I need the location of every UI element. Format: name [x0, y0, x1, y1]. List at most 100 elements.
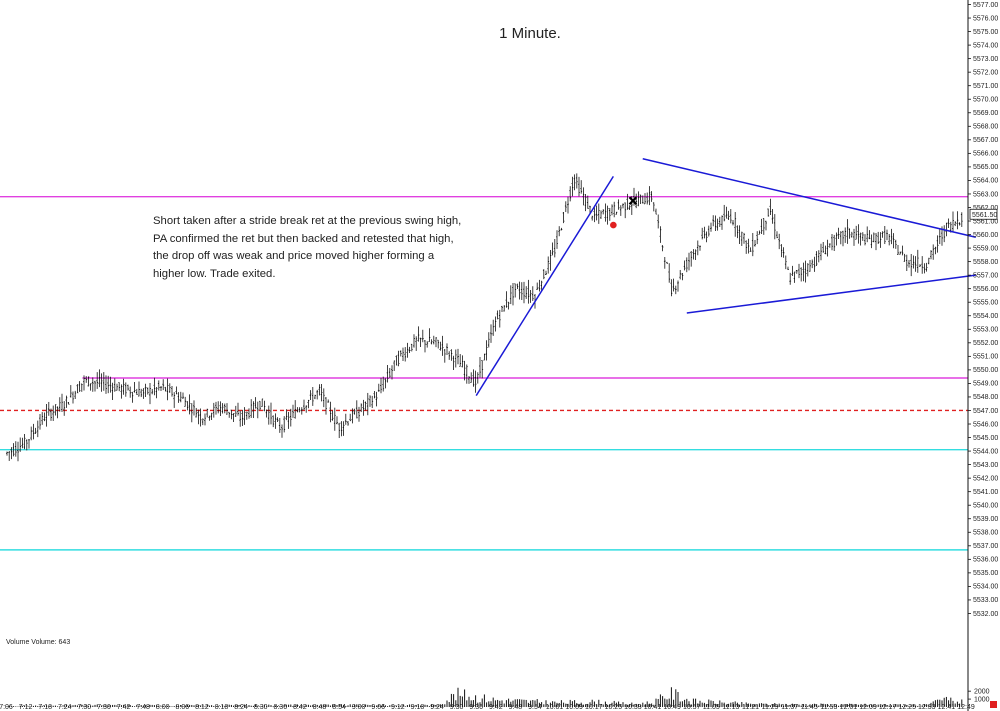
y-tick-label: 5571.00	[973, 83, 998, 90]
x-tick-label: 9:48	[509, 704, 523, 711]
y-tick-label: 5561.00	[973, 218, 998, 225]
x-tick-label: 12:09	[859, 704, 877, 711]
y-tick-label: 5563.00	[973, 191, 998, 198]
y-tick-label: 5534.00	[973, 584, 998, 591]
y-tick-label: 5549.00	[973, 381, 998, 388]
y-tick-label: 5536.00	[973, 557, 998, 564]
trend-line	[475, 175, 614, 396]
x-tick-label: 11:13	[722, 704, 739, 711]
x-tick-label: 7:12	[19, 704, 33, 711]
x-tick-label: 8:18	[215, 704, 229, 711]
x-tick-label: 8:12	[195, 704, 209, 711]
y-tick-label: 5567.00	[973, 137, 998, 144]
x-tick-label: 8:36	[273, 704, 287, 711]
x-tick-label: 8:48	[313, 704, 327, 711]
y-tick-label: 5538.00	[973, 530, 998, 537]
x-tick-label: 11:37	[781, 704, 798, 711]
x-tick-label: 7:06	[0, 704, 13, 711]
x-tick-label: 9:36	[469, 704, 483, 711]
exit-x-stroke	[628, 196, 638, 206]
x-tick-label: 7:36	[97, 704, 111, 711]
y-tick-label: 5562.00	[973, 205, 998, 212]
y-tick-label: 5543.00	[973, 462, 998, 469]
x-tick-label: 10:57	[683, 704, 701, 711]
x-tick-label: 11:53	[820, 704, 837, 711]
current-price-tag	[969, 208, 998, 220]
chart-title: 1 Minute.	[499, 25, 561, 42]
x-tick-label: 12:41	[938, 704, 956, 711]
x-tick-label: 10:41	[644, 704, 662, 711]
volume-label: Volume Volume: 643	[6, 639, 70, 646]
y-tick-label: 5570.00	[973, 97, 998, 104]
y-tick-label: 5558.00	[973, 259, 998, 266]
y-tick-label: 5537.00	[973, 543, 998, 550]
y-tick-label: 5556.00	[973, 286, 998, 293]
y-tick-label: 5539.00	[973, 516, 998, 523]
y-tick-label: 5576.00	[973, 15, 998, 22]
volume-tick-label: 2000	[974, 688, 990, 695]
y-tick-label: 5551.00	[973, 354, 998, 361]
x-tick-label: 11:05	[703, 704, 720, 711]
x-tick-label: 12:49	[957, 704, 975, 711]
current-price-label: 5561.50	[972, 212, 997, 219]
price-axis: 5532.00 5533.00 5534.00 5535.00 5536.00 5537.…	[967, 0, 998, 711]
x-tick-label: 9:42	[489, 704, 503, 711]
y-tick-label: 5542.00	[973, 475, 998, 482]
y-tick-label: 5577.00	[973, 2, 998, 9]
x-tick-label: 12:17	[879, 704, 897, 711]
x-tick-label: 7:42	[117, 704, 131, 711]
x-tick-label: 9:54	[528, 704, 542, 711]
x-tick-label: 8:00	[156, 704, 170, 711]
x-tick-label: 8:54	[332, 704, 346, 711]
y-tick-label: 5575.00	[973, 29, 998, 36]
y-tick-label: 5557.00	[973, 272, 998, 279]
y-tick-label: 5564.00	[973, 178, 998, 185]
y-tick-label: 5552.00	[973, 340, 998, 347]
trend-lines	[475, 158, 976, 396]
y-tick-label: 5544.00	[973, 448, 998, 455]
y-tick-label: 5573.00	[973, 56, 998, 63]
trade-markers	[610, 196, 638, 229]
volume-indicator-square	[990, 701, 997, 708]
y-tick-label: 5553.00	[973, 327, 998, 334]
x-tick-label: 9:00	[352, 704, 366, 711]
y-tick-label: 5574.00	[973, 42, 998, 49]
x-tick-label: 7:48	[136, 704, 150, 711]
x-tick-label: 10:01	[546, 704, 564, 711]
y-tick-label: 5541.00	[973, 489, 998, 496]
y-tick-label: 5535.00	[973, 570, 998, 577]
x-tick-label: 10:09	[565, 704, 583, 711]
trend-line	[642, 158, 976, 238]
x-tick-label: 8:06	[176, 704, 190, 711]
x-tick-label: 12:01	[840, 704, 858, 711]
x-tick-label: 11:45	[801, 704, 818, 711]
y-tick-label: 5560.00	[973, 232, 998, 239]
x-tick-label: 10:49	[663, 704, 681, 711]
y-tick-label: 5566.00	[973, 151, 998, 158]
candles	[6, 173, 963, 462]
x-tick-label: 9:18	[411, 704, 425, 711]
y-tick-label: 5565.00	[973, 164, 998, 171]
y-tick-label: 5540.00	[973, 503, 998, 510]
x-tick-label: 10:33	[624, 704, 642, 711]
x-tick-label: 7:30	[78, 704, 92, 711]
x-tick-label: 9:30	[450, 704, 464, 711]
x-tick-label: 12:33	[918, 704, 936, 711]
y-tick-label: 5545.00	[973, 435, 998, 442]
y-tick-label: 5548.00	[973, 394, 998, 401]
x-tick-label: 9:06	[371, 704, 385, 711]
volume-tick-label: 1000	[974, 696, 990, 703]
y-tick-label: 5550.00	[973, 367, 998, 374]
y-tick-label: 5572.00	[973, 69, 998, 76]
x-tick-label: 10:25	[605, 704, 623, 711]
x-tick-label: 10:17	[585, 704, 603, 711]
x-tick-label: 7:18	[38, 704, 52, 711]
x-tick-label: 9:12	[391, 704, 405, 711]
trend-line	[686, 274, 976, 314]
x-tick-label: 11:29	[762, 704, 779, 711]
y-tick-label: 5559.00	[973, 245, 998, 252]
x-tick-label: 8:42	[293, 704, 307, 711]
y-tick-label: 5533.00	[973, 597, 998, 604]
